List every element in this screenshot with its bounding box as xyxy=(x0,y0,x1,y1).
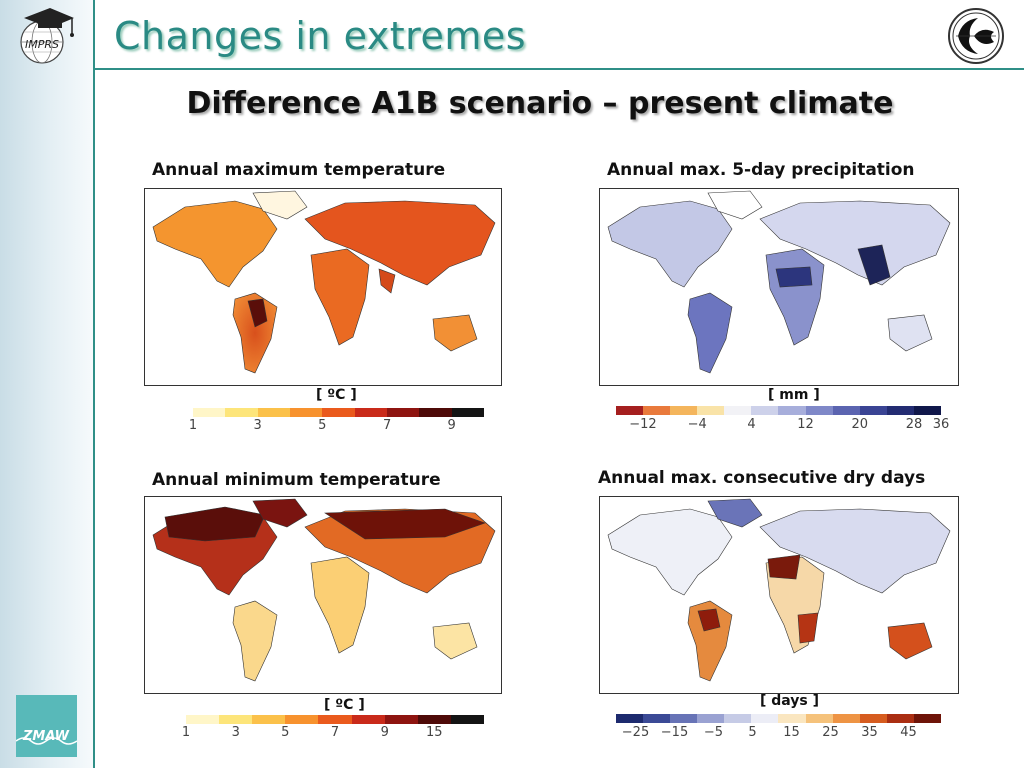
colorbar-tick-label: 4 xyxy=(747,417,756,432)
colorbar-ticks-max-temp: 1 3 5 7 9 xyxy=(189,418,484,434)
colorbar-tick-label: 9 xyxy=(380,725,389,740)
colorbar-swatch xyxy=(193,408,226,417)
colorbar-tick-label: 9 xyxy=(447,418,456,433)
colorbar-swatch xyxy=(386,408,420,417)
colorbar-tick-label: 3 xyxy=(253,418,262,433)
colorbar-max-temp xyxy=(193,408,484,417)
panel-title-dry-days: Annual max. consecutive dry days xyxy=(598,468,926,488)
colorbar-swatch xyxy=(832,714,860,723)
colorbar-tick-label: 7 xyxy=(382,418,392,433)
unit-5day-precip: [ mm ] xyxy=(768,387,820,403)
colorbar-tick-label: 5 xyxy=(748,725,757,740)
map-min-temp xyxy=(144,496,502,694)
colorbar-swatch xyxy=(751,714,779,723)
zmaw-logo-text: ZMAW xyxy=(22,729,70,744)
colorbar-swatch xyxy=(859,406,887,415)
colorbar-tick-label: 36 xyxy=(932,417,950,432)
colorbar-tick-label: 15 xyxy=(783,725,800,740)
colorbar-swatch xyxy=(913,714,941,723)
colorbar-tick-label: 15 xyxy=(425,725,443,740)
panel-title-max-temp: Annual maximum temperature xyxy=(152,160,446,180)
colorbar-tick-label: 12 xyxy=(797,417,814,432)
colorbar-tick-label: 45 xyxy=(900,725,917,740)
map-5day-precip xyxy=(599,188,959,386)
colorbar-swatch xyxy=(419,408,452,417)
colorbar-swatch xyxy=(805,714,833,723)
colorbar-tick-label: 7 xyxy=(330,725,340,740)
map-dry-days xyxy=(599,496,959,694)
imprs-logo-text: IMPRS xyxy=(25,38,59,51)
colorbar-swatch xyxy=(384,715,418,724)
colorbar-swatch xyxy=(913,406,941,415)
sidebar-gradient xyxy=(0,0,93,768)
colorbar-swatch xyxy=(832,406,860,415)
colorbar-swatch xyxy=(186,715,220,724)
slide-title: Changes in extremes xyxy=(114,14,527,58)
colorbar-min-temp xyxy=(186,715,484,724)
colorbar-swatch xyxy=(886,406,914,415)
colorbar-tick-label: −12 xyxy=(629,417,657,432)
colorbar-swatch xyxy=(670,406,698,415)
colorbar-swatch xyxy=(289,408,323,417)
colorbar-swatch xyxy=(417,715,451,724)
colorbar-ticks-dry-days: −25 −15 −5 5 15 25 35 45 xyxy=(616,725,941,741)
unit-max-temp: [ ºC ] xyxy=(316,387,357,403)
colorbar-dry-days xyxy=(616,714,941,723)
colorbar-tick-label: 5 xyxy=(318,418,327,433)
imprs-logo: IMPRS xyxy=(20,8,74,64)
colorbar-swatch xyxy=(616,406,644,415)
map-max-temp xyxy=(144,188,502,386)
colorbar-tick-label: 35 xyxy=(861,725,878,740)
colorbar-swatch xyxy=(724,406,752,415)
colorbar-tick-label: −25 xyxy=(621,725,650,740)
colorbar-swatch xyxy=(724,714,752,723)
unit-min-temp: [ ºC ] xyxy=(324,697,365,713)
colorbar-swatch xyxy=(643,714,671,723)
colorbar-ticks-5day-precip: −12 −4 4 12 20 28 36 xyxy=(616,417,949,433)
colorbar-swatch xyxy=(751,406,779,415)
colorbar-swatch xyxy=(886,714,914,723)
colorbar-swatch xyxy=(643,406,671,415)
colorbar-5day-precip xyxy=(616,406,941,415)
colorbar-swatch xyxy=(697,406,725,415)
colorbar-swatch xyxy=(252,715,286,724)
slide-subtitle: Difference A1B scenario – present climat… xyxy=(186,86,894,121)
frame-horizontal-rule xyxy=(93,68,1024,70)
colorbar-tick-label: 28 xyxy=(905,417,923,432)
colorbar-swatch xyxy=(354,408,387,417)
institute-logo xyxy=(948,8,1004,64)
colorbar-tick-label: −4 xyxy=(687,417,707,432)
unit-dry-days: [ days ] xyxy=(760,693,820,709)
colorbar-tick-label: 1 xyxy=(188,418,198,433)
colorbar-tick-label: 20 xyxy=(851,417,869,432)
colorbar-tick-label: −5 xyxy=(703,725,724,740)
colorbar-tick-label: −15 xyxy=(660,725,689,740)
colorbar-ticks-min-temp: 1 3 5 7 9 15 xyxy=(182,725,484,741)
colorbar-swatch xyxy=(219,715,253,724)
colorbar-swatch xyxy=(318,715,352,724)
colorbar-swatch xyxy=(670,714,698,723)
colorbar-swatch xyxy=(778,406,806,415)
panel-title-5day-precip: Annual max. 5-day precipitation xyxy=(607,160,915,180)
colorbar-swatch xyxy=(451,408,484,417)
colorbar-tick-label: 5 xyxy=(281,725,290,740)
colorbar-swatch xyxy=(778,714,806,723)
panel-title-min-temp: Annual minimum temperature xyxy=(152,470,441,490)
colorbar-swatch xyxy=(616,714,644,723)
colorbar-swatch xyxy=(351,715,385,724)
frame-vertical-rule xyxy=(93,0,95,768)
zmaw-logo: ZMAW xyxy=(15,695,78,757)
colorbar-swatch xyxy=(805,406,833,415)
colorbar-swatch xyxy=(859,714,887,723)
colorbar-swatch xyxy=(322,408,355,417)
colorbar-swatch xyxy=(225,408,258,417)
colorbar-tick-label: 1 xyxy=(181,725,191,740)
colorbar-swatch xyxy=(257,408,290,417)
colorbar-swatch xyxy=(285,715,319,724)
colorbar-swatch xyxy=(697,714,725,723)
colorbar-tick-label: 3 xyxy=(231,725,240,740)
colorbar-tick-label: 25 xyxy=(822,725,839,740)
colorbar-swatch xyxy=(450,715,484,724)
